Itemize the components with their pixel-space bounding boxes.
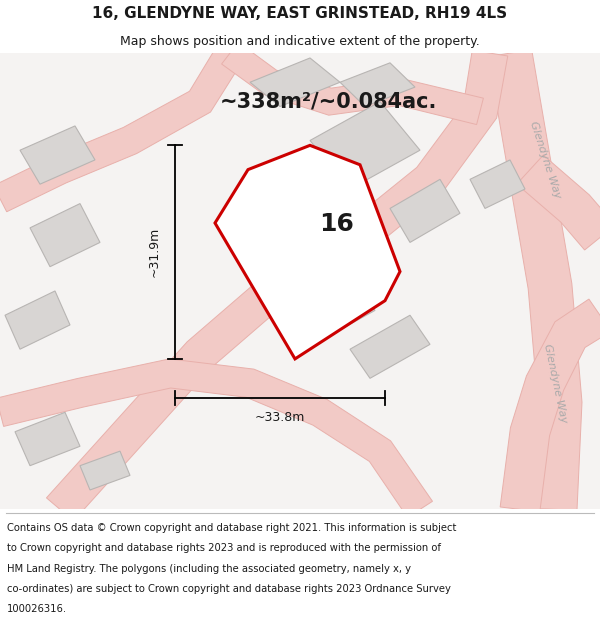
- Polygon shape: [80, 451, 130, 490]
- Polygon shape: [30, 204, 100, 267]
- Polygon shape: [15, 412, 80, 466]
- Text: ~338m²/~0.084ac.: ~338m²/~0.084ac.: [220, 92, 437, 112]
- Text: ~31.9m: ~31.9m: [148, 227, 161, 278]
- Polygon shape: [250, 58, 340, 106]
- Polygon shape: [350, 315, 430, 378]
- Polygon shape: [470, 160, 525, 209]
- Polygon shape: [5, 291, 70, 349]
- Polygon shape: [215, 146, 400, 359]
- Polygon shape: [0, 359, 433, 518]
- Polygon shape: [280, 276, 375, 349]
- Text: ~33.8m: ~33.8m: [255, 411, 305, 424]
- Polygon shape: [20, 126, 95, 184]
- Text: Map shows position and indicative extent of the property.: Map shows position and indicative extent…: [120, 35, 480, 48]
- Text: HM Land Registry. The polygons (including the associated geometry, namely x, y: HM Land Registry. The polygons (includin…: [7, 564, 411, 574]
- Polygon shape: [221, 42, 484, 124]
- Polygon shape: [46, 50, 508, 521]
- Polygon shape: [517, 155, 600, 250]
- Text: 16, GLENDYNE WAY, EAST GRINSTEAD, RH19 4LS: 16, GLENDYNE WAY, EAST GRINSTEAD, RH19 4…: [92, 6, 508, 21]
- Polygon shape: [500, 299, 600, 512]
- Text: co-ordinates) are subject to Crown copyright and database rights 2023 Ordnance S: co-ordinates) are subject to Crown copyr…: [7, 584, 451, 594]
- Text: to Crown copyright and database rights 2023 and is reproduced with the permissio: to Crown copyright and database rights 2…: [7, 544, 441, 554]
- Text: 100026316.: 100026316.: [7, 604, 67, 614]
- Text: Glendyne Way: Glendyne Way: [542, 342, 568, 424]
- Text: 16: 16: [319, 212, 353, 236]
- Text: Contains OS data © Crown copyright and database right 2021. This information is : Contains OS data © Crown copyright and d…: [7, 523, 457, 533]
- Polygon shape: [488, 49, 582, 511]
- Text: Glendyne Way: Glendyne Way: [528, 120, 562, 200]
- Polygon shape: [0, 46, 243, 212]
- Polygon shape: [340, 63, 415, 106]
- Polygon shape: [260, 209, 370, 296]
- Polygon shape: [310, 102, 420, 189]
- Polygon shape: [390, 179, 460, 243]
